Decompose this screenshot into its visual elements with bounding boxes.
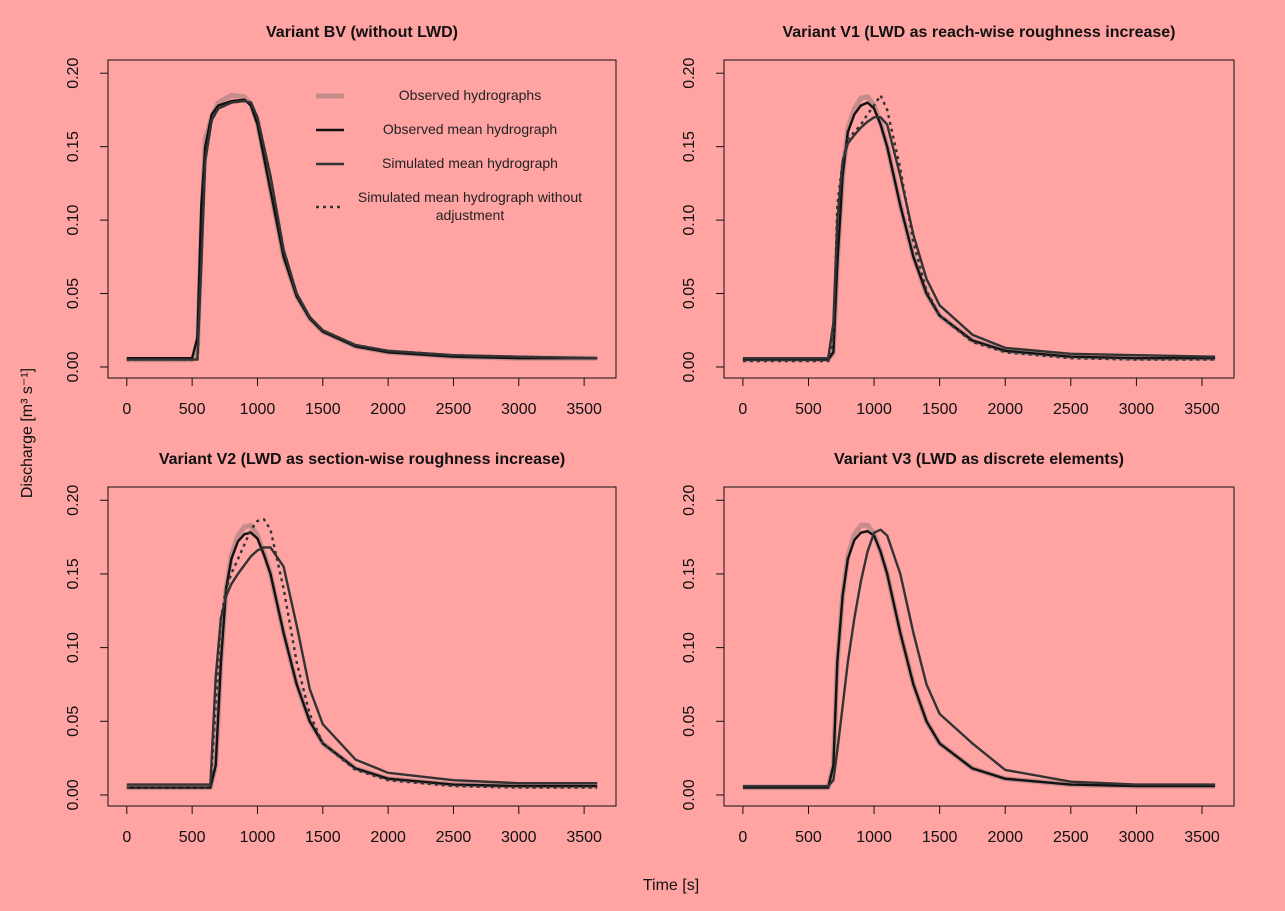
y-tick-label: 0.10 <box>681 204 698 235</box>
x-tick-label: 3500 <box>1184 829 1220 846</box>
y-tick-label: 0.20 <box>681 485 698 516</box>
x-tick-label: 2000 <box>370 401 406 418</box>
panel-title: Variant V2 (LWD as section-wise roughnes… <box>159 451 565 468</box>
plot-frame <box>107 486 617 807</box>
x-tick-label: 1000 <box>240 401 276 418</box>
x-tick-label: 500 <box>795 401 822 418</box>
y-tick-label: 0.15 <box>65 131 82 162</box>
y-tick-label: 0.05 <box>65 278 82 309</box>
y-tick-label: 0.05 <box>681 278 698 309</box>
series-line <box>126 98 598 360</box>
x-tick-label: 3000 <box>1119 401 1155 418</box>
x-tick-label: 3500 <box>566 401 602 418</box>
legend-label: Observed hydrographs <box>398 87 542 103</box>
panel-title: Variant V3 (LWD as discrete elements) <box>834 451 1124 468</box>
y-tick-label: 0.10 <box>65 632 82 663</box>
series-line <box>742 528 1216 788</box>
x-tick-label: 1000 <box>856 401 892 418</box>
plot-frame <box>107 59 617 379</box>
series-line <box>126 546 598 786</box>
series-line <box>126 531 598 789</box>
legend-label: Simulated mean hydrograph <box>382 155 558 171</box>
legend-entry: Simulated mean hydrograph <box>382 155 558 171</box>
x-tick-label: 1000 <box>856 829 892 846</box>
x-tick-label: 2500 <box>436 829 472 846</box>
y-tick-label: 0.00 <box>65 779 82 810</box>
x-tick-label: 3500 <box>566 829 602 846</box>
series-line <box>126 99 598 361</box>
x-axis-label: Time [s] <box>643 877 699 894</box>
x-tick-label: 500 <box>179 401 206 418</box>
series-line <box>126 522 598 791</box>
panel: Variant V1 (LWD as reach-wise roughness … <box>681 24 1235 418</box>
y-tick-label: 0.00 <box>681 351 698 382</box>
series-line <box>126 518 598 789</box>
series-line <box>742 101 1216 361</box>
x-tick-label: 0 <box>738 401 747 418</box>
x-tick-label: 2500 <box>1053 829 1089 846</box>
x-tick-label: 0 <box>122 829 131 846</box>
series-line <box>742 94 1216 363</box>
y-tick-label: 0.05 <box>681 706 698 737</box>
x-tick-label: 500 <box>179 829 206 846</box>
x-tick-label: 500 <box>795 829 822 846</box>
panel-title: Variant V1 (LWD as reach-wise roughness … <box>782 24 1175 41</box>
x-tick-label: 3000 <box>1119 829 1155 846</box>
y-axis-label: Discharge [m³ s⁻¹] <box>19 368 36 498</box>
x-tick-label: 2000 <box>987 401 1023 418</box>
y-tick-label: 0.20 <box>65 58 82 89</box>
legend-entry: Simulated mean hydrograph without adjust… <box>357 189 583 223</box>
y-tick-label: 0.15 <box>65 558 82 589</box>
x-tick-label: 0 <box>738 829 747 846</box>
x-tick-label: 2000 <box>370 829 406 846</box>
x-tick-label: 1500 <box>305 401 341 418</box>
x-tick-label: 1500 <box>922 401 958 418</box>
x-tick-label: 0 <box>122 401 131 418</box>
x-tick-label: 2500 <box>1053 401 1089 418</box>
plot-frame <box>723 59 1235 379</box>
y-tick-label: 0.10 <box>65 204 82 235</box>
y-tick-label: 0.15 <box>681 558 698 589</box>
x-tick-label: 3500 <box>1184 401 1220 418</box>
x-tick-label: 1000 <box>240 829 276 846</box>
x-tick-label: 3000 <box>501 829 537 846</box>
y-tick-label: 0.15 <box>681 131 698 162</box>
x-tick-label: 1500 <box>305 829 341 846</box>
panel: Variant V3 (LWD as discrete elements) 0 50… <box>681 451 1235 846</box>
panel-title: Variant BV (without LWD) <box>266 24 458 41</box>
legend-label: Observed mean hydrograph <box>382 121 558 137</box>
y-tick-label: 0.20 <box>681 58 698 89</box>
legend-label: Simulated mean hydrograph without adjust… <box>357 189 583 223</box>
x-tick-label: 2000 <box>987 829 1023 846</box>
series-line <box>742 94 1216 363</box>
y-tick-label: 0.05 <box>65 706 82 737</box>
y-tick-label: 0.10 <box>681 632 698 663</box>
y-tick-label: 0.20 <box>65 485 82 516</box>
panel: Variant BV (without LWD) 0 500 1000 1500 2000… <box>65 24 617 418</box>
y-tick-label: 0.00 <box>681 779 698 810</box>
legend-entry: Observed mean hydrograph <box>382 121 558 137</box>
y-tick-label: 0.00 <box>65 351 82 382</box>
legend-entry: Observed hydrographs <box>398 87 542 103</box>
x-tick-label: 2500 <box>436 401 472 418</box>
series-line <box>742 116 1216 360</box>
x-tick-label: 3000 <box>501 401 537 418</box>
plot-frame <box>723 486 1235 807</box>
x-tick-label: 1500 <box>922 829 958 846</box>
panel: Variant V2 (LWD as section-wise roughnes… <box>65 451 617 846</box>
series-line <box>742 530 1216 789</box>
